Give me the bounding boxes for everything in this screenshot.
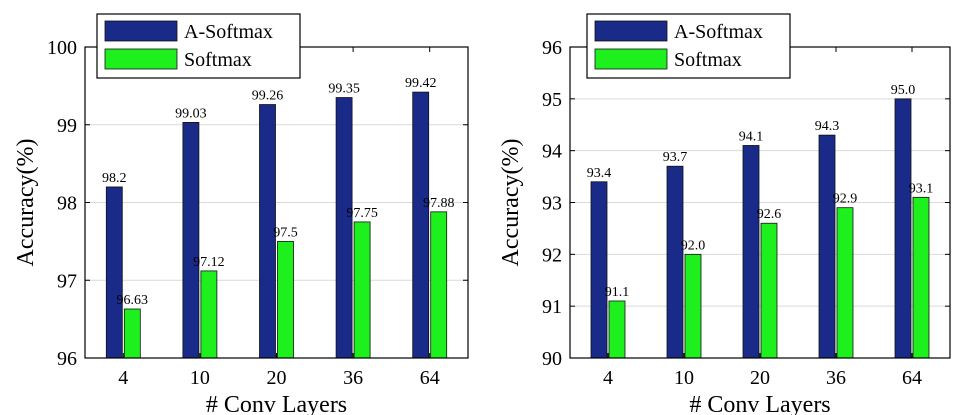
legend-label-softmax: Softmax: [184, 49, 252, 71]
x-tick-label: 36: [343, 367, 363, 389]
y-tick-label: 96: [57, 348, 77, 370]
x-axis-label: # Conv Layers: [206, 392, 347, 415]
data-label-softmax-4: 96.63: [117, 293, 149, 308]
data-label-softmax-10: 92.0: [681, 238, 706, 253]
bar-softmax-64: [430, 211, 448, 359]
y-tick-label: 92: [542, 244, 562, 266]
bar-softmax-10: [200, 270, 218, 359]
data-label-softmax-36: 97.75: [346, 206, 378, 221]
data-label-a-softmax-10: 93.7: [663, 150, 688, 165]
x-tick-label: 4: [603, 367, 613, 389]
x-tick-label: 4: [118, 367, 128, 389]
data-label-a-softmax-4: 98.2: [102, 171, 127, 186]
y-tick-label: 94: [542, 141, 562, 163]
bar-softmax-64: [912, 196, 930, 359]
data-label-a-softmax-36: 94.3: [815, 119, 840, 134]
x-tick-label: 20: [750, 367, 770, 389]
y-tick-label: 100: [47, 37, 77, 59]
y-tick-label: 90: [542, 348, 562, 370]
bar-softmax-20: [277, 240, 294, 359]
bar-softmax-10: [684, 253, 702, 359]
chart-panel-1: 96 97 98 99 100 98.2 96.63 4 99.03 97.12 10 99.26 97…: [13, 13, 469, 415]
bar-a-softmax-36: [335, 97, 353, 359]
data-label-softmax-36: 92.9: [833, 192, 858, 207]
legend-swatch-a-softmax: [594, 20, 668, 42]
bar-a-softmax-4: [105, 186, 123, 359]
chart-panel-2: 90 91 92 93 94 95 96 93.4 91.1 4 93.7 92.0 10 94.1 92.…: [498, 13, 951, 415]
data-label-a-softmax-20: 94.1: [739, 129, 764, 144]
x-tick-label: 10: [674, 367, 694, 389]
y-axis-label: Accuracy(%): [498, 139, 524, 267]
y-tick-label: 97: [57, 270, 77, 292]
y-tick-label: 93: [542, 193, 562, 215]
bar-a-softmax-64: [412, 91, 430, 359]
data-label-a-softmax-36: 99.35: [328, 82, 360, 97]
legend-swatch-softmax: [594, 48, 668, 70]
x-tick-label: 64: [420, 367, 440, 389]
data-label-a-softmax-64: 95.0: [891, 83, 916, 98]
bar-softmax-20: [760, 222, 778, 359]
bar-softmax-4: [608, 300, 626, 359]
data-label-softmax-64: 93.1: [909, 181, 934, 196]
x-tick-label: 20: [267, 367, 287, 389]
data-label-softmax-20: 92.6: [757, 207, 782, 222]
bar-a-softmax-20: [742, 145, 760, 359]
data-label-a-softmax-64: 99.42: [405, 76, 437, 91]
legend-label-softmax: Softmax: [674, 49, 742, 71]
legend-label-a-softmax: A-Softmax: [184, 21, 273, 43]
data-label-a-softmax-4: 93.4: [587, 166, 612, 181]
bar-softmax-36: [836, 207, 854, 359]
x-tick-label: 10: [190, 367, 210, 389]
bar-a-softmax-10: [182, 122, 200, 359]
data-label-softmax-20: 97.5: [273, 225, 298, 240]
data-label-a-softmax-10: 99.03: [175, 106, 207, 121]
bar-softmax-36: [353, 221, 371, 359]
bar-a-softmax-64: [894, 98, 912, 359]
data-label-a-softmax-20: 99.26: [252, 89, 284, 104]
legend-label-a-softmax: A-Softmax: [674, 21, 763, 43]
x-axis-label: # Conv Layers: [689, 392, 830, 415]
y-axis-label: Accuracy(%): [13, 139, 39, 267]
y-tick-label: 98: [57, 193, 77, 215]
y-tick-label: 99: [57, 115, 77, 137]
data-label-softmax-4: 91.1: [605, 285, 630, 300]
legend-swatch-a-softmax: [104, 20, 178, 42]
x-tick-label: 64: [902, 367, 922, 389]
x-tick-label: 36: [826, 367, 846, 389]
bar-a-softmax-4: [590, 181, 608, 359]
y-tick-label: 95: [542, 89, 562, 111]
y-tick-label: 96: [542, 37, 562, 59]
data-label-softmax-64: 97.88: [423, 196, 455, 211]
legend: A-Softmax Softmax: [96, 13, 301, 79]
bar-a-softmax-36: [818, 134, 836, 359]
data-label-softmax-10: 97.12: [193, 255, 225, 270]
bar-softmax-4: [123, 308, 141, 359]
y-tick-label: 91: [542, 296, 562, 318]
legend: A-Softmax Softmax: [586, 13, 791, 79]
bar-a-softmax-10: [666, 165, 684, 359]
legend-swatch-softmax: [104, 48, 178, 70]
